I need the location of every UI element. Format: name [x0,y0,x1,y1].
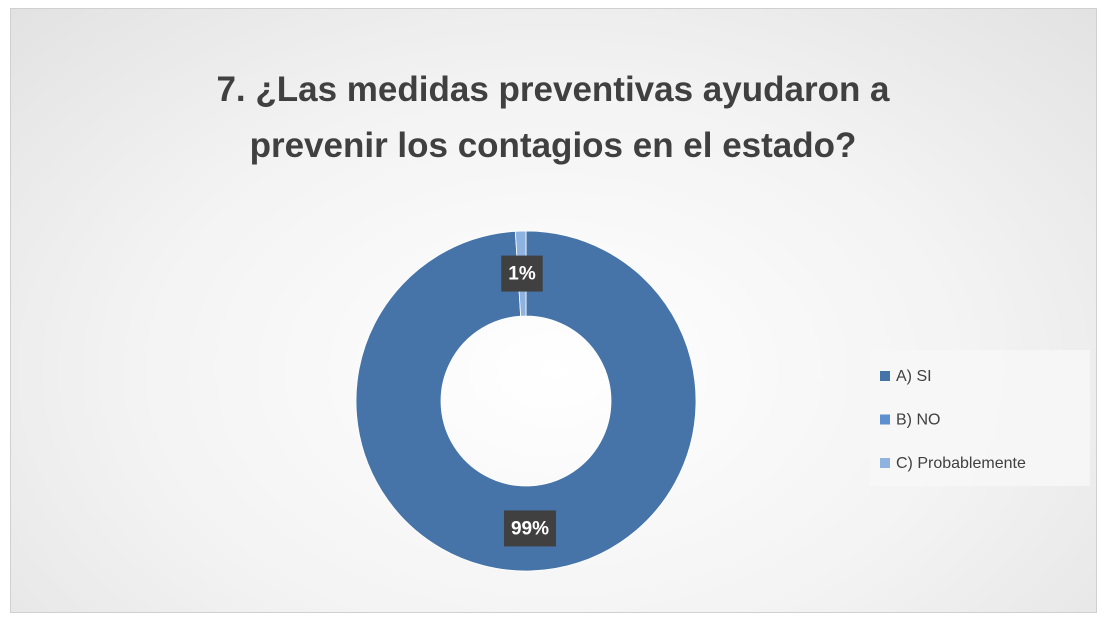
legend-swatch [880,414,890,425]
chart-title: 7. ¿Las medidas preventivas ayudaron a p… [216,70,890,165]
legend-swatch [880,458,890,468]
legend-label: A) SI [896,368,932,385]
data-label-text: 1% [508,264,536,285]
data-label: 99% [503,510,557,547]
data-label: 1% [501,255,543,292]
donut-slice [355,230,697,572]
legend-label: B) NO [896,412,940,429]
data-label-text: 99% [511,518,549,539]
data-label-box [503,510,557,547]
legend-label: C) Probablemente [896,455,1026,472]
legend-box [870,350,1090,486]
data-label-box [501,255,543,292]
legend-swatch [880,371,890,381]
